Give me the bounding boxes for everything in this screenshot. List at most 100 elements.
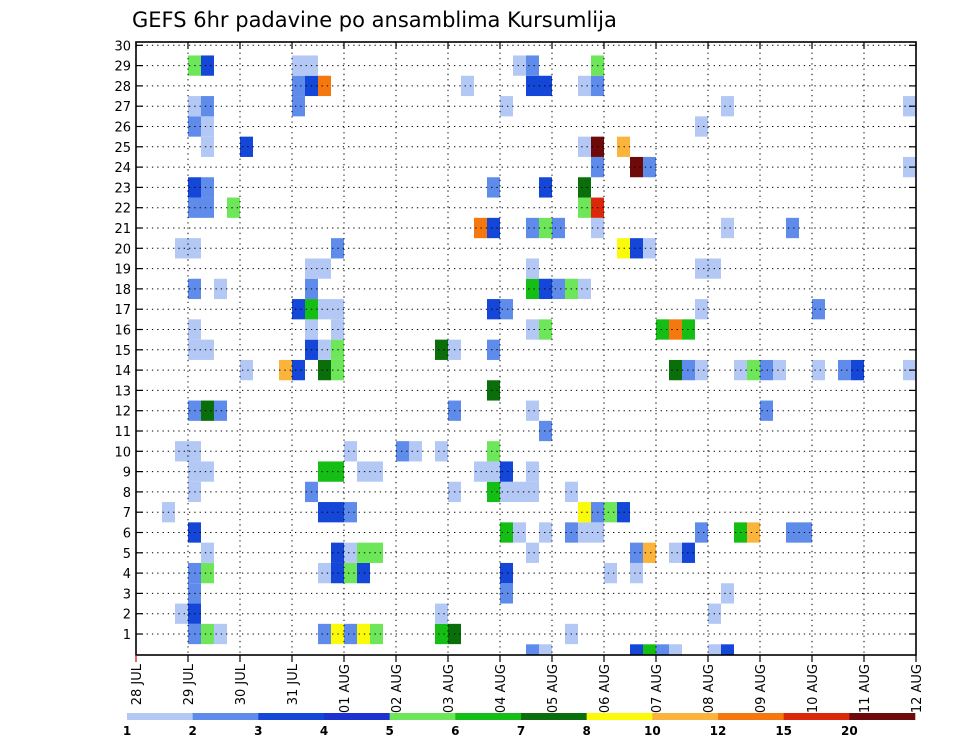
- heatmap-cell: [318, 359, 331, 381]
- heatmap-cell: [578, 502, 591, 523]
- heatmap-cell: [526, 278, 539, 300]
- heatmap-cell: [487, 217, 500, 239]
- y-tick-label: 6: [123, 527, 131, 542]
- heatmap-cell: [539, 177, 552, 198]
- y-tick-label: 5: [123, 547, 131, 562]
- heatmap-cell: [344, 441, 357, 462]
- heatmap-cell: [643, 238, 656, 259]
- x-tick-label: 03 AUG: [442, 664, 457, 713]
- heatmap-cell: [526, 258, 539, 279]
- heatmap-cell: [370, 542, 383, 563]
- x-tick-label: 06 AUG: [598, 664, 613, 713]
- y-tick-label: 30: [114, 39, 131, 54]
- heatmap-cell: [292, 75, 305, 97]
- heatmap-cell: [760, 359, 773, 381]
- y-tick-label: 17: [114, 303, 131, 318]
- heatmap-cell: [435, 441, 448, 462]
- colorbar-swatch: [127, 713, 193, 720]
- heatmap-cell: [292, 299, 305, 320]
- heatmap-cell: [695, 522, 708, 543]
- heatmap-cell: [578, 522, 591, 543]
- y-tick-label: 21: [114, 222, 131, 237]
- heatmap-cell: [513, 55, 526, 76]
- heatmap-cell: [695, 116, 708, 137]
- heatmap-cell: [578, 75, 591, 97]
- heatmap-cell: [500, 96, 513, 117]
- heatmap-cell: [721, 583, 734, 604]
- heatmap-cell: [201, 116, 214, 137]
- y-tick-label: 2: [123, 608, 131, 623]
- x-tick-label: 11 AUG: [858, 664, 873, 713]
- y-tick-label: 18: [114, 283, 131, 298]
- x-tick-label: 31 JUL: [286, 663, 301, 705]
- x-tick-label: 07 AUG: [650, 664, 665, 713]
- heatmap-cell: [786, 217, 799, 239]
- heatmap-cell: [201, 542, 214, 563]
- y-tick-label: 4: [123, 567, 131, 582]
- heatmap-cell: [487, 481, 500, 503]
- heatmap-cell: [201, 339, 214, 360]
- heatmap-cell: [487, 461, 500, 482]
- heatmap-cell: [396, 441, 409, 462]
- chart-title: GEFS 6hr padavine po ansamblima Kursumli…: [132, 8, 617, 32]
- heatmap-cell: [630, 562, 643, 584]
- heatmap-cell: [721, 96, 734, 117]
- heatmap-cell: [487, 339, 500, 360]
- heatmap-cell: [630, 156, 643, 178]
- y-tick-label: 19: [114, 263, 131, 278]
- heatmap-cell: [526, 55, 539, 76]
- colorbar-swatch: [389, 713, 456, 720]
- heatmap-cell: [669, 542, 682, 563]
- heatmap-cell: [201, 562, 214, 584]
- y-tick-label: 23: [114, 181, 131, 196]
- heatmap-cell: [721, 644, 734, 655]
- heatmap-cell: [526, 542, 539, 563]
- y-tick-label: 1: [123, 628, 131, 643]
- heatmap-cell: [201, 136, 214, 157]
- heatmap-cell: [526, 319, 539, 340]
- heatmap-cell: [370, 623, 383, 645]
- heatmap-cell: [760, 400, 773, 421]
- heatmap-cell: [695, 258, 708, 279]
- heatmap-cell: [552, 278, 565, 300]
- heatmap-cell: [435, 603, 448, 624]
- x-tick-label: 29 JUL: [182, 663, 197, 705]
- heatmap-cell: [812, 299, 825, 320]
- heatmap-cell: [318, 502, 331, 523]
- colorbar-swatch: [324, 713, 390, 720]
- heatmap-cell: [630, 644, 643, 655]
- heatmap-cell: [214, 400, 227, 421]
- heatmap-cell: [487, 441, 500, 462]
- colorbar-swatch: [258, 713, 325, 720]
- heatmap-cell: [630, 542, 643, 563]
- heatmap-cell: [786, 522, 799, 543]
- heatmap-cell: [292, 359, 305, 381]
- colorbar-label: 20: [841, 724, 858, 738]
- x-tick-label: 02 AUG: [390, 664, 405, 713]
- heatmap-cell: [630, 238, 643, 259]
- colorbar-swatch: [849, 713, 916, 720]
- heatmap-cell: [201, 461, 214, 482]
- heatmap-cell: [578, 278, 591, 300]
- heatmap-cell: [435, 339, 448, 360]
- heatmap-cells: [162, 55, 916, 655]
- x-tick-label: 05 AUG: [546, 664, 561, 713]
- heatmap-cell: [344, 542, 357, 563]
- colorbar-label: 12: [710, 724, 727, 738]
- heatmap-cell: [773, 359, 786, 381]
- heatmap-cell: [201, 197, 214, 218]
- x-axis-ticks: 28 JUL 29 JUL 30 JUL 31 JUL 01 AUG 02 AUG 03 A…: [130, 42, 925, 713]
- y-tick-label: 11: [114, 425, 131, 440]
- heatmap-cell: [539, 217, 552, 239]
- colorbar-label: 10: [644, 724, 661, 738]
- x-tick-label: 09 AUG: [754, 664, 769, 713]
- colorbar-label: 2: [188, 724, 196, 738]
- heatmap-cell: [578, 136, 591, 157]
- heatmap-cell: [500, 481, 513, 503]
- y-tick-label: 26: [114, 121, 131, 136]
- heatmap-cell: [656, 319, 669, 340]
- y-tick-label: 3: [123, 587, 131, 602]
- heatmap-cell: [539, 319, 552, 340]
- heatmap-cell: [526, 400, 539, 421]
- heatmap-cell: [318, 623, 331, 645]
